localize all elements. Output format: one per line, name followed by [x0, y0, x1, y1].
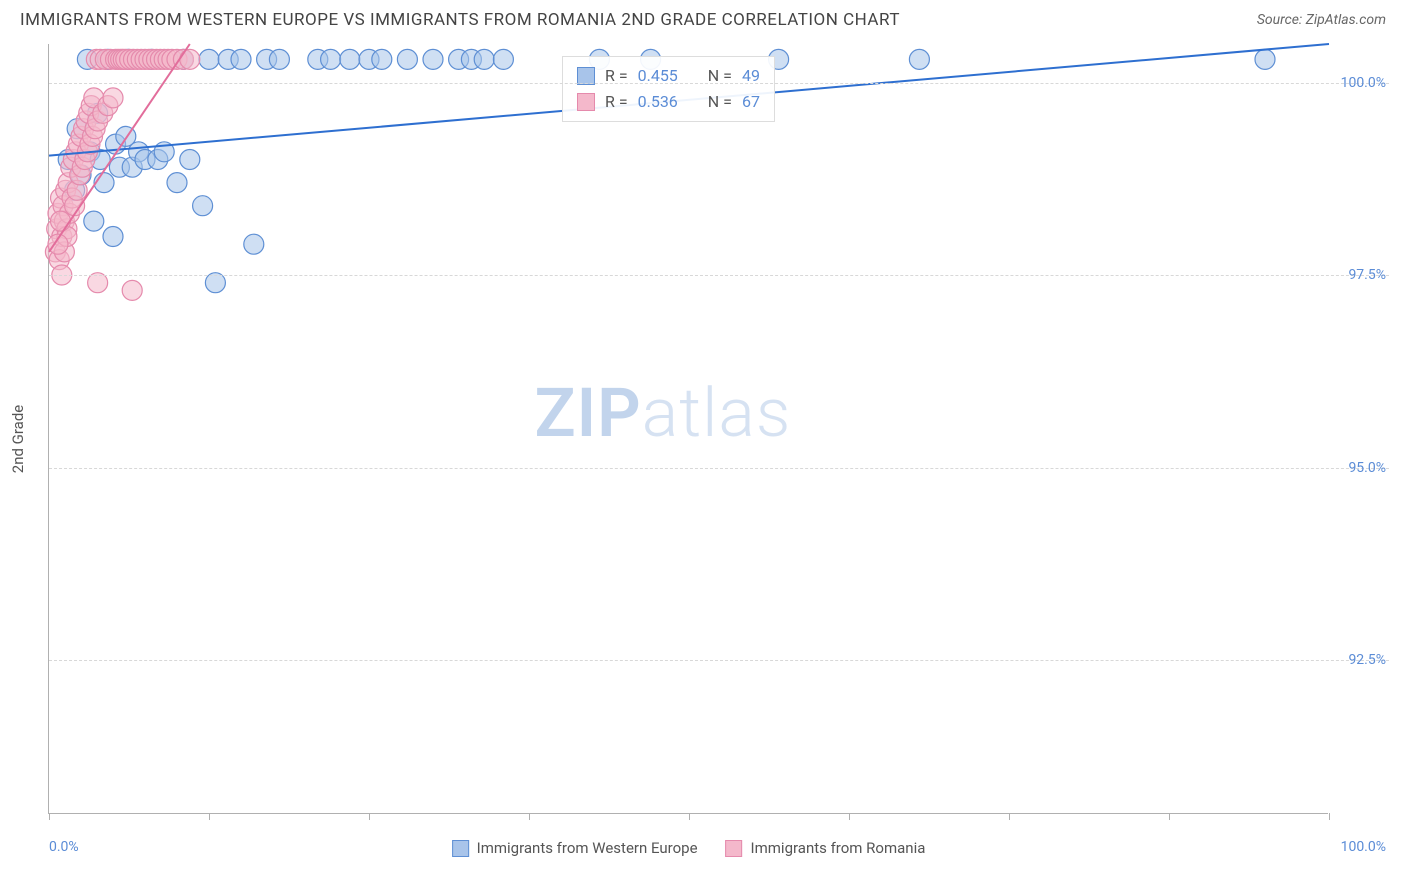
- stat-row-0: R = 0.455 N = 49: [577, 63, 760, 89]
- legend-swatch-0: [452, 840, 469, 857]
- legend-swatch-1: [726, 840, 743, 857]
- stat-r-val-1: 0.536: [638, 89, 678, 115]
- plot-svg: [49, 44, 1329, 814]
- legend-item-0: Immigrants from Western Europe: [452, 839, 698, 857]
- data-point: [1255, 49, 1275, 69]
- data-point: [103, 227, 123, 247]
- data-point: [122, 280, 142, 300]
- xtick: [1329, 813, 1330, 820]
- stat-swatch-1: [577, 93, 595, 111]
- data-point: [397, 49, 417, 69]
- yaxis-title: 2nd Grade: [9, 405, 27, 473]
- data-point: [84, 211, 104, 231]
- ylabel: 95.0%: [1348, 460, 1386, 476]
- data-point: [321, 49, 341, 69]
- stat-n-label: N =: [708, 63, 732, 89]
- data-point: [193, 196, 213, 216]
- gridline: [49, 468, 1389, 469]
- gridline: [49, 275, 1389, 276]
- stat-row-1: R = 0.536 N = 67: [577, 89, 760, 115]
- data-point: [244, 234, 264, 254]
- chart-source: Source: ZipAtlas.com: [1257, 12, 1386, 28]
- stat-r-label: R =: [605, 63, 628, 89]
- data-point: [423, 49, 443, 69]
- plot-area: ZIPatlas R = 0.455 N = 49 R = 0.536 N = …: [48, 44, 1328, 814]
- xtick: [689, 813, 690, 820]
- data-point: [180, 150, 200, 170]
- legend-item-1: Immigrants from Romania: [726, 839, 926, 857]
- data-point: [474, 49, 494, 69]
- xtick: [1009, 813, 1010, 820]
- xlabel-min: 0.0%: [49, 839, 79, 855]
- data-point: [493, 49, 513, 69]
- stat-n-label-1: N =: [708, 89, 732, 115]
- stat-r-label-1: R =: [605, 89, 628, 115]
- stat-box: R = 0.455 N = 49 R = 0.536 N = 67: [562, 56, 775, 122]
- data-point: [340, 49, 360, 69]
- legend-label-1: Immigrants from Romania: [751, 839, 926, 857]
- data-point: [909, 49, 929, 69]
- data-point: [269, 49, 289, 69]
- xlabel-max: 100.0%: [1341, 839, 1386, 855]
- data-point: [51, 211, 71, 231]
- xtick: [1169, 813, 1170, 820]
- plot-container: 2nd Grade ZIPatlas R = 0.455 N = 49 R = …: [48, 44, 1388, 834]
- xtick: [849, 813, 850, 820]
- ylabel: 97.5%: [1348, 267, 1386, 283]
- data-point: [103, 88, 123, 108]
- chart-header: IMMIGRANTS FROM WESTERN EUROPE VS IMMIGR…: [0, 0, 1406, 36]
- xtick: [529, 813, 530, 820]
- gridline: [49, 660, 1389, 661]
- legend-label-0: Immigrants from Western Europe: [477, 839, 698, 857]
- bottom-legend: Immigrants from Western Europe Immigrant…: [452, 839, 926, 857]
- ylabel: 92.5%: [1348, 652, 1386, 668]
- ylabel: 100.0%: [1341, 75, 1386, 91]
- xtick: [49, 813, 50, 820]
- chart-title: IMMIGRANTS FROM WESTERN EUROPE VS IMMIGR…: [20, 10, 900, 30]
- stat-n-val-0: 49: [742, 63, 760, 89]
- data-point: [167, 173, 187, 193]
- xtick: [369, 813, 370, 820]
- data-point: [231, 49, 251, 69]
- data-point: [199, 49, 219, 69]
- stat-r-val-0: 0.455: [638, 63, 678, 89]
- gridline: [49, 83, 1389, 84]
- xtick: [209, 813, 210, 820]
- data-point: [180, 49, 200, 69]
- data-point: [372, 49, 392, 69]
- stat-n-val-1: 67: [742, 89, 760, 115]
